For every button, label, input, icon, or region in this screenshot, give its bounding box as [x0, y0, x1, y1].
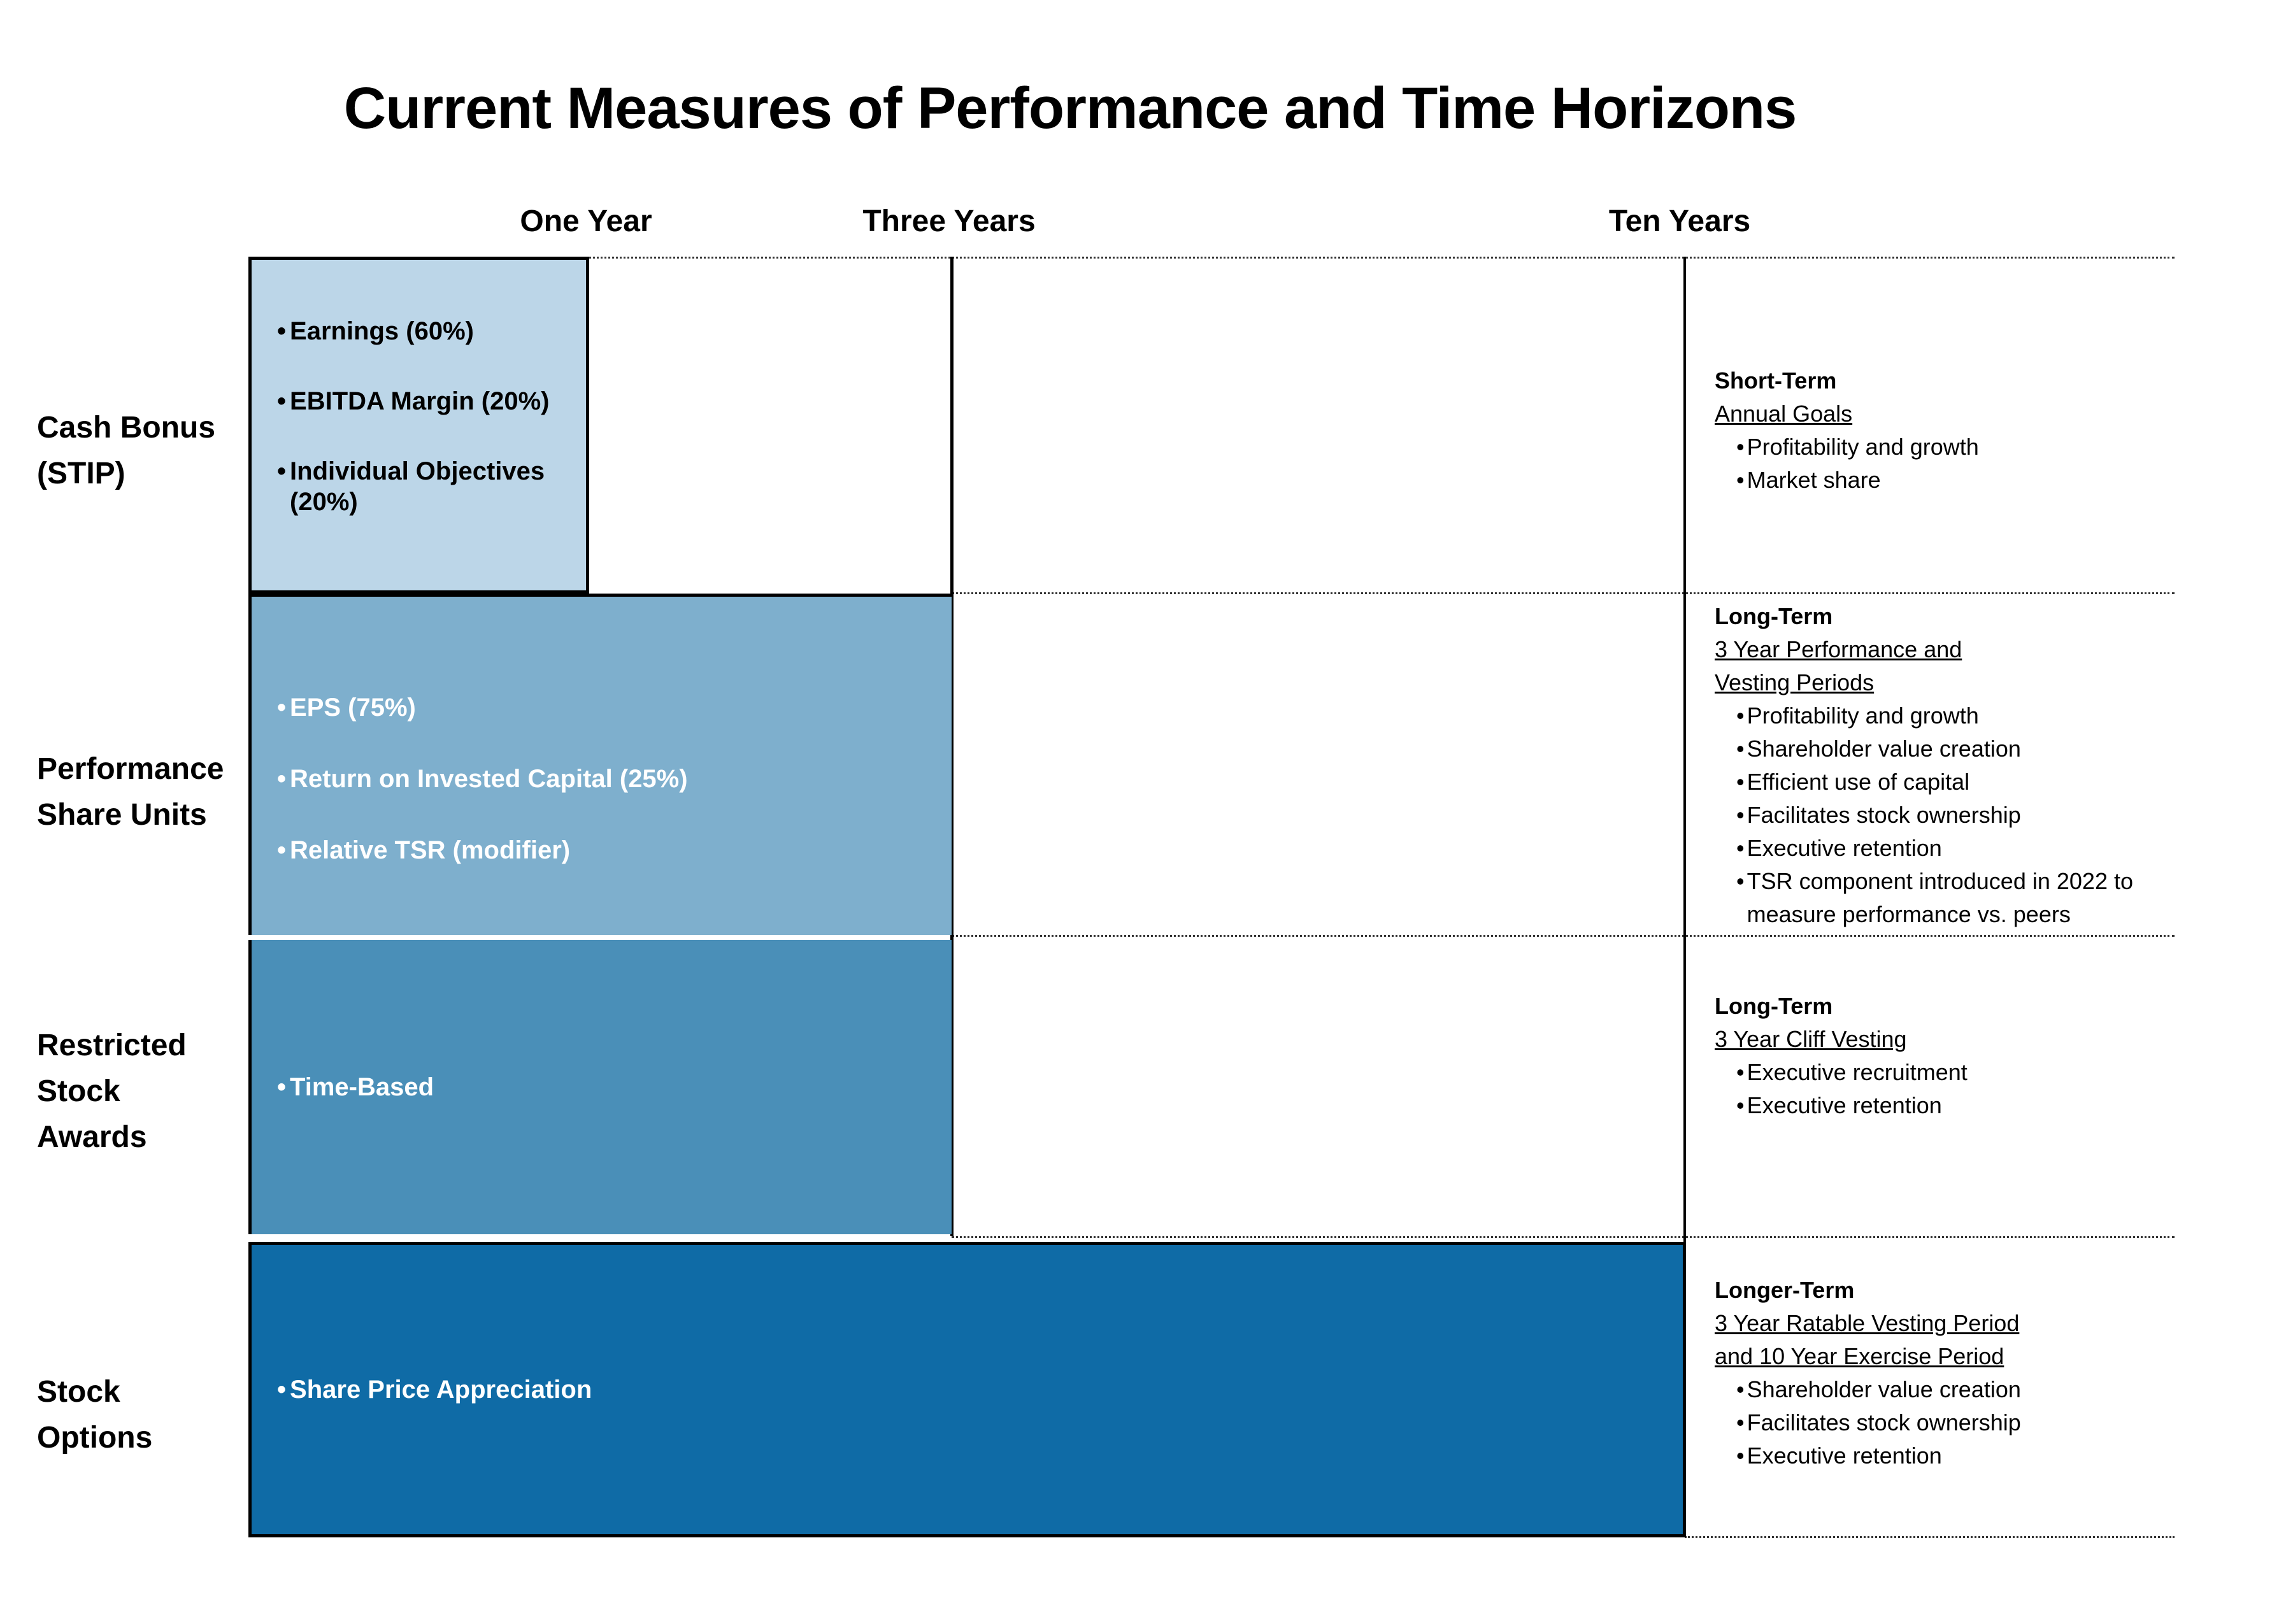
panel-point-text: Shareholder value creation: [1747, 1376, 2021, 1402]
top-dotted-line: [248, 257, 2175, 259]
bottom-dotted-line: [1685, 1536, 2175, 1538]
metric-text: Earnings (60%): [290, 317, 474, 345]
panel-restricted-stock-awards: Long-Term 3 Year Cliff Vesting Executive…: [1715, 990, 2186, 1122]
metric-text: Share Price Appreciation: [290, 1376, 592, 1404]
panel-point: TSR component introduced in 2022 to meas…: [1736, 865, 2186, 931]
metric-text: EBITDA Margin (20%): [290, 387, 550, 415]
row-label-line: Stock: [37, 1074, 120, 1108]
panel-point-text: Profitability and growth: [1747, 434, 1979, 460]
row-label-line: Performance: [37, 752, 224, 786]
metric-text: EPS (75%): [290, 694, 416, 722]
metric-bullet-tsr: Relative TSR (modifier): [277, 835, 945, 865]
row-label-stock-options: Stock Options: [37, 1369, 247, 1461]
metric-bullet-earnings: Earnings (60%): [277, 316, 580, 346]
panel-point: Executive recruitment: [1736, 1056, 2186, 1089]
metric-bullet-eps: EPS (75%): [277, 692, 945, 723]
row-label-performance-share-units: Performance Share Units: [37, 746, 247, 838]
panel-point-text: Executive retention: [1747, 1092, 1942, 1118]
panel-point-text: Market share: [1747, 467, 1881, 493]
row2-dotted-line: [952, 935, 2175, 937]
metric-text: Return on Invested Capital (25%): [290, 765, 688, 793]
panel-performance-share-units: Long-Term 3 Year Performance and Vesting…: [1715, 600, 2186, 931]
panel-term: Longer-Term: [1715, 1277, 1855, 1303]
panel-point: Shareholder value creation: [1736, 1373, 2186, 1406]
panel-point-text: Shareholder value creation: [1747, 736, 2021, 762]
metric-bullet-ebitda: EBITDA Margin (20%): [277, 386, 580, 417]
panel-point-text: Facilitates stock ownership: [1747, 802, 2021, 828]
panel-point-text: Facilitates stock ownership: [1747, 1409, 2021, 1435]
row3-dotted-line: [952, 1236, 2175, 1238]
panel-point-text: Executive recruitment: [1747, 1059, 1968, 1085]
row-label-line: Share Units: [37, 798, 207, 832]
panel-period: 3 Year Ratable Vesting Period: [1715, 1310, 2020, 1336]
row-label-restricted-stock-awards: Restricted Stock Awards: [37, 1023, 247, 1160]
three-years-vline: [950, 257, 954, 1236]
row-label-line: (STIP): [37, 457, 125, 490]
panel-point: Profitability and growth: [1736, 431, 2186, 464]
panel-point: Executive retention: [1736, 1089, 2186, 1122]
panel-point-text: Profitability and growth: [1747, 702, 1979, 729]
row-label-cash-bonus: Cash Bonus (STIP): [37, 405, 247, 497]
axis-label-ten-years: Ten Years: [1608, 204, 1751, 238]
panel-term: Long-Term: [1715, 603, 1833, 629]
panel-point: Executive retention: [1736, 832, 2186, 865]
row1-dotted-line: [952, 592, 2175, 594]
panel-point: Facilitates stock ownership: [1736, 799, 2186, 832]
block-cash-bonus-bullets: Earnings (60%) EBITDA Margin (20%) Indiv…: [252, 260, 586, 590]
panel-point-text: TSR component introduced in 2022 to meas…: [1747, 868, 2133, 927]
panel-period: 3 Year Performance and: [1715, 636, 1962, 662]
panel-point: Profitability and growth: [1736, 699, 2186, 732]
block-restricted-stock-awards: Time-Based: [248, 940, 952, 1234]
block-rsa-bullets: Time-Based: [252, 940, 952, 1234]
panel-point: Shareholder value creation: [1736, 732, 2186, 766]
panel-period: and 10 Year Exercise Period: [1715, 1343, 2004, 1369]
panel-period: Annual Goals: [1715, 401, 1853, 427]
axis-label-one-year: One Year: [520, 204, 652, 238]
block-stock-options: Share Price Appreciation: [248, 1242, 1686, 1537]
ten-years-vline: [1683, 257, 1686, 1537]
block-options-bullets: Share Price Appreciation: [252, 1245, 1683, 1534]
panel-point: Facilitates stock ownership: [1736, 1406, 2186, 1439]
metric-bullet-time-based: Time-Based: [277, 1072, 945, 1102]
row-label-line: Options: [37, 1421, 153, 1455]
row-label-line: Restricted: [37, 1029, 187, 1062]
row-label-line: Awards: [37, 1120, 147, 1154]
panel-point-text: Executive retention: [1747, 1442, 1942, 1469]
row-label-line: Cash Bonus: [37, 411, 216, 445]
panel-term: Long-Term: [1715, 993, 1833, 1019]
block-performance-share-units: EPS (75%) Return on Invested Capital (25…: [248, 594, 952, 935]
panel-point: Efficient use of capital: [1736, 766, 2186, 799]
metric-bullet-roic: Return on Invested Capital (25%): [277, 764, 945, 794]
axis-label-three-years: Three Years: [862, 204, 1036, 238]
block-psu-bullets: EPS (75%) Return on Invested Capital (25…: [252, 597, 952, 935]
panel-point-text: Efficient use of capital: [1747, 769, 1970, 795]
metric-bullet-individual: Individual Objectives (20%): [277, 456, 580, 517]
figure-title: Current Measures of Performance and Time…: [343, 76, 1797, 141]
metric-bullet-share-price: Share Price Appreciation: [277, 1374, 1676, 1405]
metric-text: Individual Objectives (20%): [290, 457, 545, 516]
panel-cash-bonus: Short-Term Annual Goals Profitability an…: [1715, 364, 2186, 497]
panel-point-text: Executive retention: [1747, 835, 1942, 861]
panel-point: Market share: [1736, 464, 2186, 497]
panel-period: Vesting Periods: [1715, 669, 1875, 695]
block-cash-bonus: Earnings (60%) EBITDA Margin (20%) Indiv…: [248, 257, 589, 594]
metric-text: Time-Based: [290, 1073, 434, 1101]
panel-term: Short-Term: [1715, 367, 1837, 394]
panel-stock-options: Longer-Term 3 Year Ratable Vesting Perio…: [1715, 1274, 2186, 1472]
row-label-line: Stock: [37, 1375, 120, 1409]
panel-period: 3 Year Cliff Vesting: [1715, 1026, 1907, 1052]
panel-point: Executive retention: [1736, 1439, 2186, 1472]
metric-text: Relative TSR (modifier): [290, 836, 571, 864]
